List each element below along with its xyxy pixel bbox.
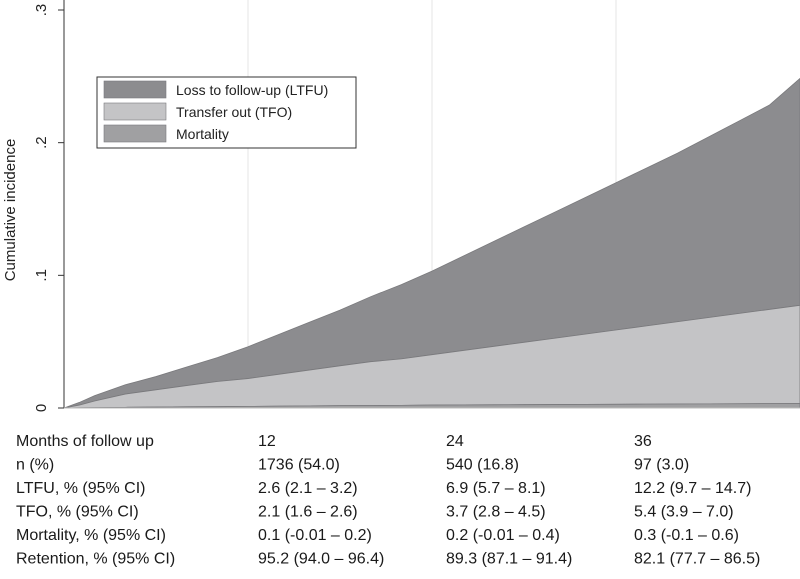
legend-label: Mortality [176, 126, 229, 142]
table-row-label: Months of follow up [16, 433, 154, 450]
table-cell: 12.2 (9.7 – 14.7) [634, 480, 751, 497]
legend-label: Loss to follow-up (LTFU) [176, 82, 328, 98]
table-cell: 1736 (54.0) [258, 457, 340, 474]
table-cell: 5.4 (3.9 – 7.0) [634, 504, 734, 521]
y-axis-label: Cumulative incidence [2, 139, 19, 282]
risk-table: Months of follow up 12 24 36 n (%) 1736 (54.0… [16, 433, 760, 568]
table-cell: 2.6 (2.1 – 3.2) [258, 480, 358, 497]
legend-swatch [103, 102, 167, 121]
area-layer [63, 77, 800, 409]
table-row-label: n (%) [16, 457, 54, 474]
table-cell: 36 [634, 433, 652, 450]
table-cell: 0.2 (-0.01 – 0.4) [446, 527, 560, 544]
table-cell: 95.2 (94.0 – 96.4) [258, 551, 384, 568]
table-cell: 82.1 (77.7 – 86.5) [634, 551, 760, 568]
legend-swatch [103, 124, 167, 143]
table-cell: 89.3 (87.1 – 91.4) [446, 551, 572, 568]
table-cell: 0.1 (-0.01 – 0.2) [258, 527, 372, 544]
table-cell: 97 (3.0) [634, 457, 689, 474]
y-tick-label: .3 [33, 4, 50, 17]
table-row-label: Retention, % (95% CI) [16, 551, 175, 568]
table-cell: 540 (16.8) [446, 457, 519, 474]
table-cell: 3.7 (2.8 – 4.5) [446, 504, 546, 521]
legend-swatch [103, 80, 167, 99]
table-cell: 12 [258, 433, 276, 450]
table-cell: 24 [446, 433, 464, 450]
axis-layer: Cumulative incidence 0 .1 .2 .3 [2, 0, 800, 412]
table-cell: 6.9 (5.7 – 8.1) [446, 480, 546, 497]
table-row-label: TFO, % (95% CI) [16, 504, 139, 521]
y-tick-label: .1 [33, 269, 50, 282]
y-tick-label: 0 [33, 404, 50, 412]
table-row-label: LTFU, % (95% CI) [16, 480, 146, 497]
y-tick-label: .2 [33, 136, 50, 149]
legend: Loss to follow-up (LTFU) Transfer out (TF… [96, 76, 357, 149]
legend-label: Transfer out (TFO) [176, 104, 292, 120]
table-cell: 2.1 (1.6 – 2.6) [258, 504, 358, 521]
table-row-label: Mortality, % (95% CI) [16, 527, 166, 544]
table-cell: 0.3 (-0.1 – 0.6) [634, 527, 739, 544]
